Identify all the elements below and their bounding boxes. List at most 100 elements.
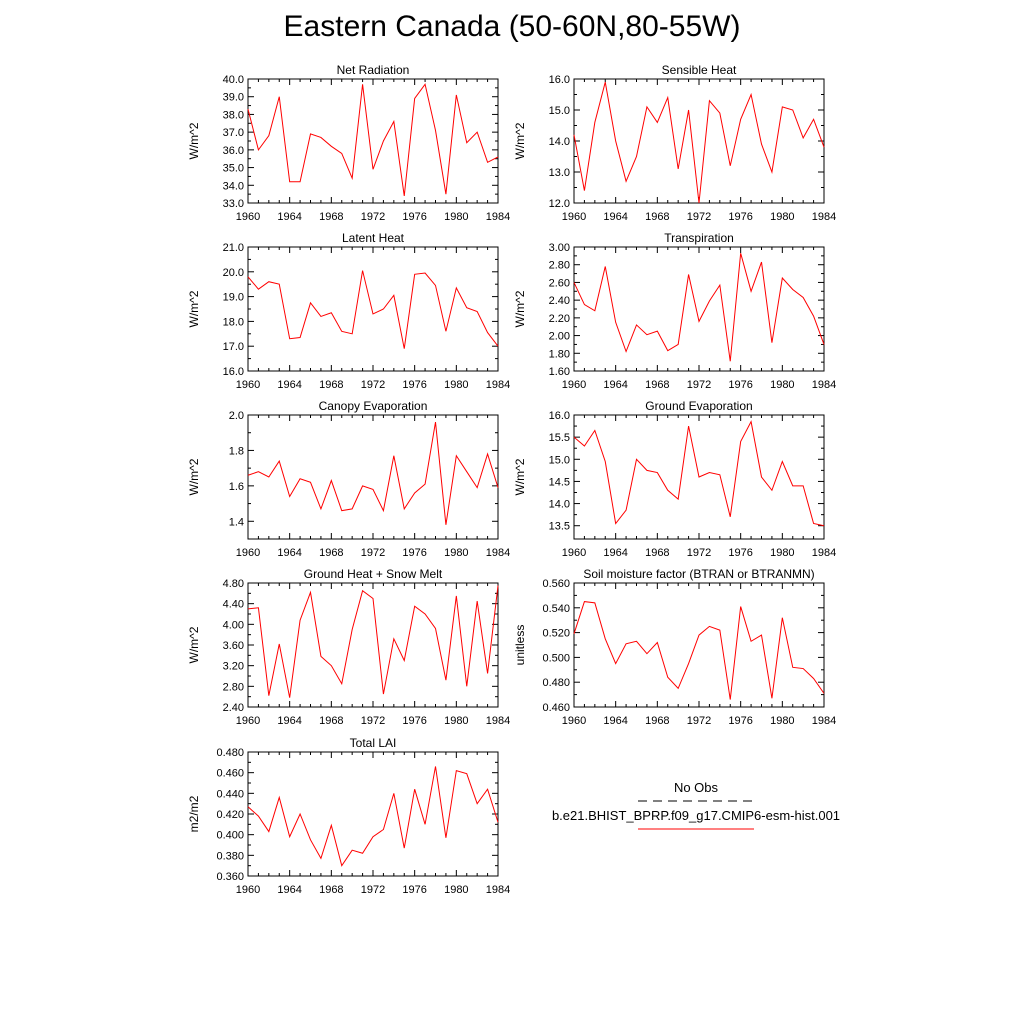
x-tick-label: 1968 [645,547,669,559]
y-tick-label: 16.0 [223,366,244,378]
series-line [573,420,825,527]
x-tick-label: 1972 [361,211,385,223]
x-tick-label: 1972 [687,715,711,727]
x-tick-label: 1976 [728,547,752,559]
x-tick-label: 1976 [728,211,752,223]
series-line [573,253,825,362]
x-tick-label: 1980 [444,715,468,727]
chart-panel: Transpiration W/m^2 1.60 1.80 2.00 2.20 2.40 2.… [513,231,836,391]
y-tick-label: 0.420 [216,809,244,821]
x-tick-label: 1972 [361,715,385,727]
chart-panel: Latent Heat W/m^2 16.0 17.0 18.0 19.0 20.0 21.0… [187,231,510,391]
y-axis-label: W/m^2 [513,458,527,495]
x-tick-label: 1964 [277,547,301,559]
y-tick-label: 0.400 [216,830,244,842]
x-tick-label: 1960 [562,547,586,559]
y-tick-label: 18.0 [223,316,244,328]
y-tick-label: 16.0 [549,410,570,422]
chart-panel: Soil moisture factor (BTRAN or BTRANMN) u… [513,567,836,727]
plot-frame [573,78,825,204]
y-tick-label: 34.0 [223,180,244,192]
x-tick-label: 1972 [687,211,711,223]
y-tick-label: 12.0 [549,198,570,210]
x-tick-label: 1968 [319,379,343,391]
panel-title: Canopy Evaporation [319,399,428,413]
panel-title: Net Radiation [337,63,410,77]
y-tick-label: 3.20 [223,661,244,673]
y-axis-label: W/m^2 [187,626,201,663]
y-tick-label: 2.40 [223,702,244,714]
chart-panel: Net Radiation W/m^2 33.0 34.0 35.0 36.0 37.0 38… [187,63,510,223]
y-tick-label: 0.540 [542,603,570,615]
x-tick-label: 1968 [319,211,343,223]
x-tick-label: 1976 [402,211,426,223]
x-tick-label: 1964 [603,211,627,223]
plot-frame [247,751,499,877]
y-tick-label: 37.0 [223,127,244,139]
x-tick-label: 1984 [486,884,510,896]
y-tick-label: 0.460 [216,768,244,780]
y-tick-label: 2.80 [223,681,244,693]
x-tick-label: 1968 [319,884,343,896]
panel-title: Total LAI [350,736,397,750]
x-tick-label: 1968 [645,211,669,223]
x-tick-label: 1980 [444,211,468,223]
y-tick-label: 0.380 [216,850,244,862]
y-tick-label: 1.4 [229,516,244,528]
x-tick-label: 1980 [770,547,794,559]
plot-frame [247,246,499,372]
plot-frame [573,582,825,708]
x-tick-label: 1980 [770,211,794,223]
x-tick-label: 1968 [645,715,669,727]
x-tick-label: 1984 [486,211,510,223]
x-tick-label: 1972 [361,884,385,896]
x-tick-label: 1964 [277,379,301,391]
series-line [247,83,499,196]
y-tick-label: 13.0 [549,167,570,179]
x-tick-label: 1976 [402,379,426,391]
chart-panel: Total LAI m2/m2 0.360 0.380 0.400 0.420 0.440 0… [187,736,510,896]
x-tick-label: 1984 [812,211,836,223]
y-axis-label: m2/m2 [187,795,201,832]
x-tick-label: 1972 [361,547,385,559]
y-tick-label: 40.0 [223,74,244,86]
x-tick-label: 1960 [236,379,260,391]
x-tick-label: 1980 [444,884,468,896]
y-tick-label: 0.440 [216,788,244,800]
y-tick-label: 1.60 [549,366,570,378]
y-tick-label: 33.0 [223,198,244,210]
x-tick-label: 1984 [486,715,510,727]
y-axis-label: W/m^2 [187,458,201,495]
panel-title: Latent Heat [342,231,405,245]
series-line [247,270,499,349]
y-tick-label: 4.80 [223,578,244,590]
panel-title: Ground Heat + Snow Melt [304,567,443,581]
y-tick-label: 2.0 [229,410,244,422]
x-tick-label: 1976 [402,547,426,559]
x-tick-label: 1980 [444,379,468,391]
x-tick-label: 1984 [812,547,836,559]
plot-frame [573,246,825,372]
y-tick-label: 1.80 [549,348,570,360]
x-tick-label: 1972 [687,547,711,559]
y-tick-label: 15.0 [549,454,570,466]
x-tick-label: 1968 [319,715,343,727]
x-tick-label: 1968 [645,379,669,391]
y-tick-label: 14.5 [549,476,570,488]
y-axis-label: W/m^2 [187,290,201,327]
y-tick-label: 0.480 [542,677,570,689]
y-tick-label: 20.0 [223,267,244,279]
x-tick-label: 1964 [277,884,301,896]
series-line [247,585,499,698]
y-tick-label: 2.80 [549,260,570,272]
chart-panel: Ground Heat + Snow Melt W/m^2 2.40 2.80 3.20… [187,567,510,727]
x-tick-label: 1984 [486,379,510,391]
y-tick-label: 0.500 [542,652,570,664]
y-tick-label: 2.20 [549,313,570,325]
panel-title: Soil moisture factor (BTRAN or BTRANMN) [583,567,814,581]
y-tick-label: 16.0 [549,74,570,86]
x-tick-label: 1980 [770,715,794,727]
x-tick-label: 1960 [236,547,260,559]
x-tick-label: 1960 [562,379,586,391]
plot-frame [247,414,499,540]
